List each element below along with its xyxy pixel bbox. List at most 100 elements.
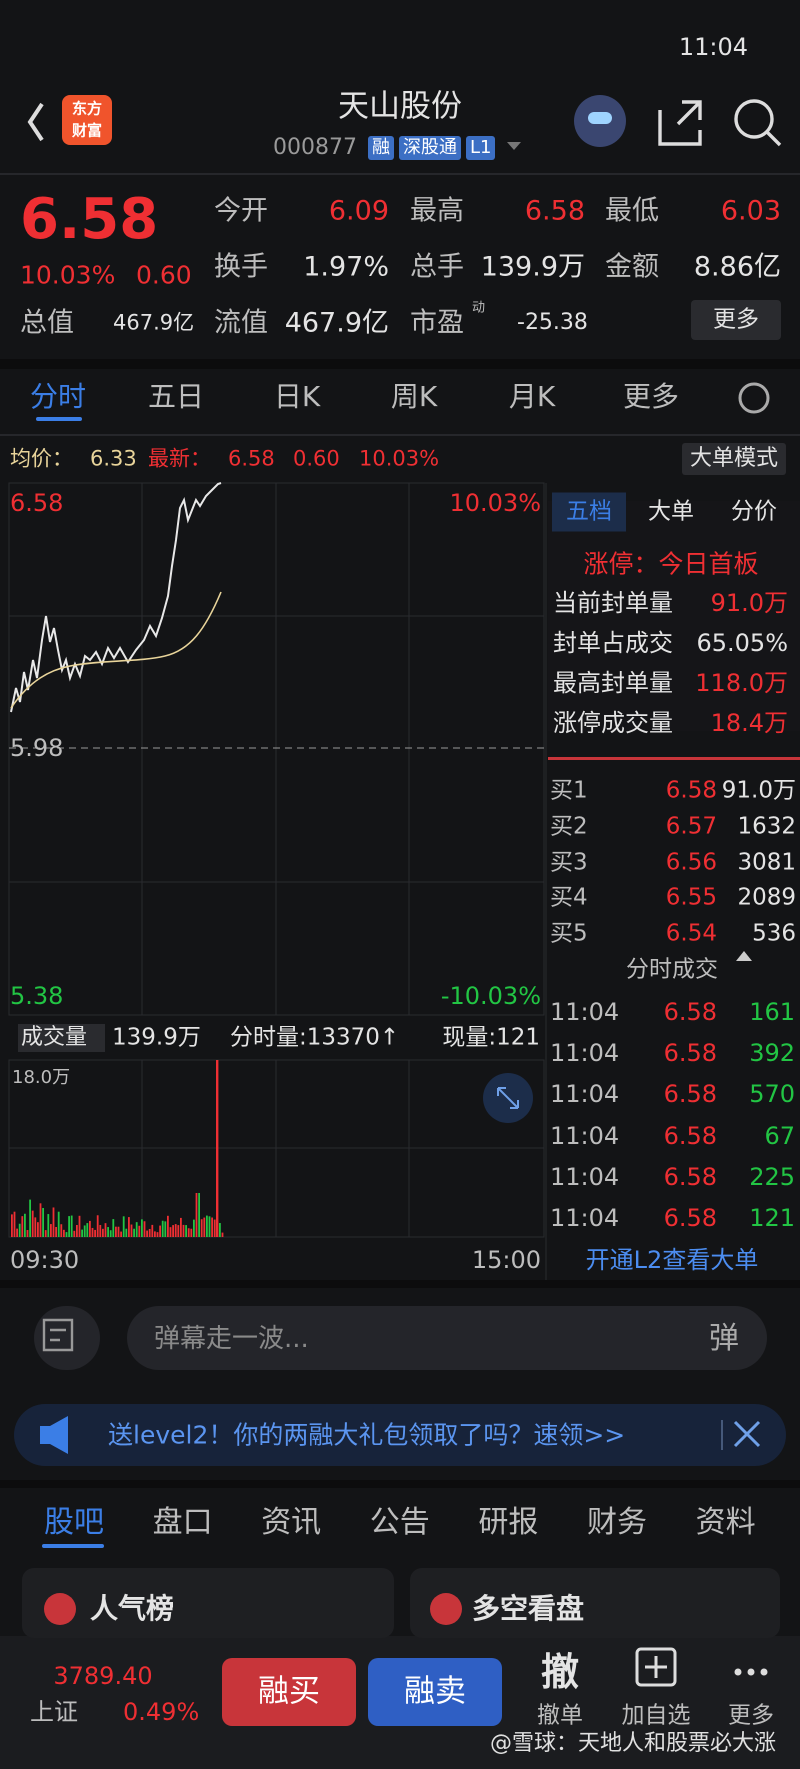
- volume-bar: [24, 1213, 26, 1237]
- more-label[interactable]: 更多: [728, 1702, 774, 1729]
- search-icon[interactable]: [734, 99, 774, 139]
- volume-bar: [206, 1215, 208, 1237]
- trade-volume: 225: [749, 1162, 795, 1191]
- volume-bar: [198, 1193, 200, 1237]
- section-tab[interactable]: 盘口: [152, 1505, 213, 1540]
- trade-price: 6.58: [663, 1204, 717, 1232]
- volume-bar: [115, 1226, 117, 1237]
- add-watch-label[interactable]: 加自选: [621, 1702, 691, 1729]
- trade-volume: 121: [749, 1204, 795, 1232]
- card[interactable]: [22, 1568, 394, 1638]
- divider: [0, 1480, 800, 1488]
- divider: [0, 434, 800, 436]
- volume-bar: [112, 1219, 115, 1237]
- field-label: 最低: [605, 195, 659, 227]
- card-title[interactable]: 人气榜: [90, 1592, 175, 1625]
- buy-label[interactable]: 融买: [258, 1673, 320, 1710]
- settings-icon[interactable]: [738, 382, 770, 414]
- field-value: 6.09: [328, 195, 389, 227]
- back-icon[interactable]: [27, 102, 44, 142]
- stock-name: 天山股份: [338, 88, 462, 125]
- bid-label: 买5: [550, 920, 588, 947]
- field-label: 金额: [605, 251, 659, 283]
- banner-text[interactable]: 送level2！你的两融大礼包领取了吗？速领>>: [108, 1420, 626, 1450]
- section-tab[interactable]: 资讯: [261, 1505, 322, 1540]
- share-icon[interactable]: [658, 100, 702, 146]
- banner-box[interactable]: [14, 1404, 786, 1466]
- close-icon[interactable]: [733, 1420, 761, 1448]
- sell-label[interactable]: 融卖: [404, 1673, 466, 1710]
- volume-bar: [143, 1221, 146, 1237]
- prev-close: 5.98: [10, 734, 64, 762]
- volume-bar: [63, 1229, 65, 1237]
- more-button[interactable]: [691, 300, 781, 340]
- buy-button[interactable]: [222, 1658, 356, 1726]
- field-label: 最高: [410, 195, 464, 227]
- chart-tab[interactable]: 分时: [29, 380, 87, 413]
- status-time: 11:04: [678, 33, 748, 61]
- trade-price: 6.58: [663, 1121, 717, 1150]
- section-tab[interactable]: 公告: [369, 1505, 430, 1540]
- bid-label: 买3: [550, 849, 588, 876]
- chart-tab[interactable]: 月K: [508, 380, 556, 413]
- big-order-mode[interactable]: 大单模式: [681, 443, 787, 475]
- comment-box[interactable]: [127, 1306, 767, 1370]
- section-tab[interactable]: 资料: [695, 1505, 756, 1540]
- stat-value: 118.0万: [695, 669, 788, 697]
- comment-send[interactable]: 弹: [709, 1321, 739, 1356]
- volume-bar: [174, 1224, 177, 1237]
- bid-price: 6.57: [665, 813, 717, 840]
- volume-bar: [125, 1228, 128, 1237]
- volume-bar: [219, 1223, 221, 1237]
- change-amount: 0.60: [136, 260, 192, 290]
- volume-bar: [96, 1215, 99, 1237]
- section-tab[interactable]: 财务: [587, 1505, 647, 1540]
- side-panel: [548, 501, 800, 731]
- stat-label: 当前封单量: [553, 589, 673, 617]
- card[interactable]: [410, 1568, 780, 1638]
- trade-volume: 161: [749, 998, 795, 1026]
- side-tab[interactable]: 大单: [648, 498, 694, 525]
- side-tab[interactable]: 五档: [552, 492, 626, 532]
- volume-bar: [164, 1221, 167, 1237]
- sell-button[interactable]: [368, 1658, 502, 1726]
- side-tab[interactable]: 分价: [731, 498, 777, 525]
- bid-volume: 3081: [737, 849, 796, 876]
- field-value: 8.86亿: [693, 251, 781, 283]
- volume-bar: [65, 1232, 68, 1237]
- volume-bar: [60, 1224, 63, 1237]
- bid-volume: 1632: [737, 813, 796, 840]
- trade-price: 6.58: [663, 998, 717, 1026]
- volume-bar: [109, 1230, 112, 1237]
- trade-time: 11:04: [550, 1121, 620, 1150]
- stock-tag: L1: [466, 136, 496, 160]
- chart-tab[interactable]: 日K: [273, 380, 321, 413]
- more-button-label[interactable]: 更多: [713, 306, 759, 333]
- volume-bar: [91, 1227, 94, 1237]
- field-label-sup: 动: [472, 300, 486, 316]
- bid-label: 买4: [550, 884, 588, 911]
- cancel-icon[interactable]: 撤: [540, 1650, 580, 1694]
- volume-bar: [70, 1215, 73, 1237]
- section-tab[interactable]: 研报: [478, 1505, 539, 1540]
- app-logo[interactable]: [62, 95, 112, 145]
- bid-volume: 91.0万: [721, 777, 796, 804]
- chart-tab[interactable]: 周K: [390, 380, 438, 413]
- cancel-label[interactable]: 撤单: [537, 1702, 583, 1729]
- volume-bar: [167, 1215, 169, 1237]
- volume-bar: [187, 1228, 190, 1237]
- trade-volume: 392: [749, 1039, 795, 1068]
- l2-link[interactable]: 开通L2查看大单: [585, 1246, 759, 1274]
- volume-bar: [107, 1227, 109, 1237]
- comment-placeholder[interactable]: 弹幕走一波...: [154, 1324, 309, 1354]
- chart-tab[interactable]: 五日: [147, 380, 205, 413]
- section-tab[interactable]: 股吧: [44, 1505, 104, 1540]
- card-title[interactable]: 多空看盘: [472, 1592, 585, 1625]
- volume-bar: [138, 1225, 141, 1237]
- chart-tab[interactable]: 更多: [622, 380, 680, 413]
- trade-price: 6.58: [663, 1080, 717, 1109]
- volume-bar: [39, 1203, 42, 1237]
- add-icon[interactable]: [635, 1647, 677, 1687]
